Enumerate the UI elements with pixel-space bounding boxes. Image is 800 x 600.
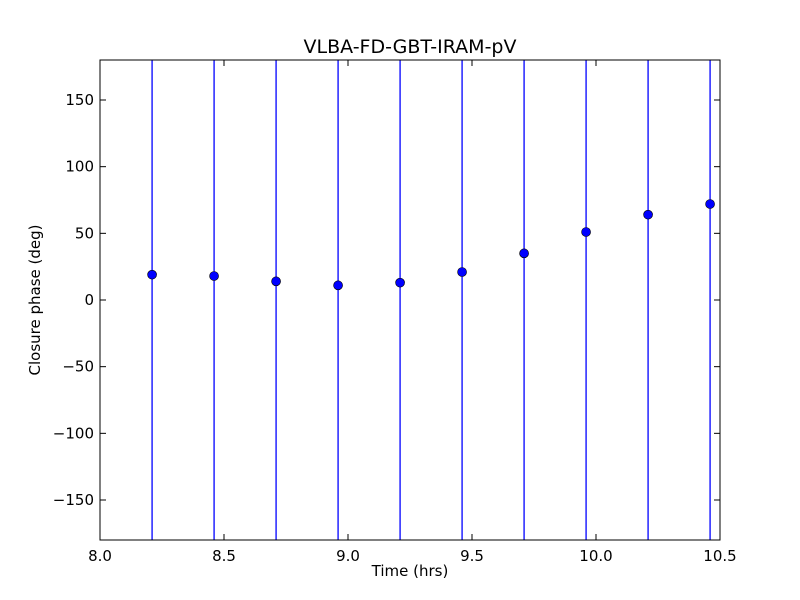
x-tick-label: 9.5 [460,547,484,565]
data-points [147,199,715,291]
y-tick-label: 150 [65,91,94,109]
y-tick-label: −100 [53,424,94,442]
data-point [643,209,653,220]
x-tick-label: 8.0 [88,547,112,565]
data-point [271,276,281,287]
x-tick-label: 10.5 [703,547,736,565]
plot-area [100,60,720,540]
x-axis-label: Time (hrs) [371,562,449,580]
error-bars [151,60,711,540]
y-tick-label: 100 [65,158,94,176]
x-tick-label: 10.0 [579,547,612,565]
data-point [209,271,219,281]
data-point [705,199,715,209]
y-tick-label: −150 [53,491,94,509]
y-tick-label: 0 [84,291,94,309]
data-point [519,248,529,259]
data-point [457,267,467,277]
data-point [395,277,405,288]
y-axis-ticks: 150 100 50 0 −50 −100 −150 [53,91,720,509]
x-axis-ticks: 8.0 8.5 9.0 9.5 10.0 10.5 [88,60,737,565]
y-tick-label: 50 [75,224,94,242]
x-tick-label: 9.0 [336,547,360,565]
y-tick-label: −50 [62,358,94,376]
chart-title: VLBA-FD-GBT-IRAM-pV [304,36,517,58]
y-axis-label: Closure phase (deg) [26,225,44,376]
data-point [333,280,343,291]
data-point [581,227,591,237]
x-tick-label: 8.5 [212,547,236,565]
data-point [147,269,157,280]
